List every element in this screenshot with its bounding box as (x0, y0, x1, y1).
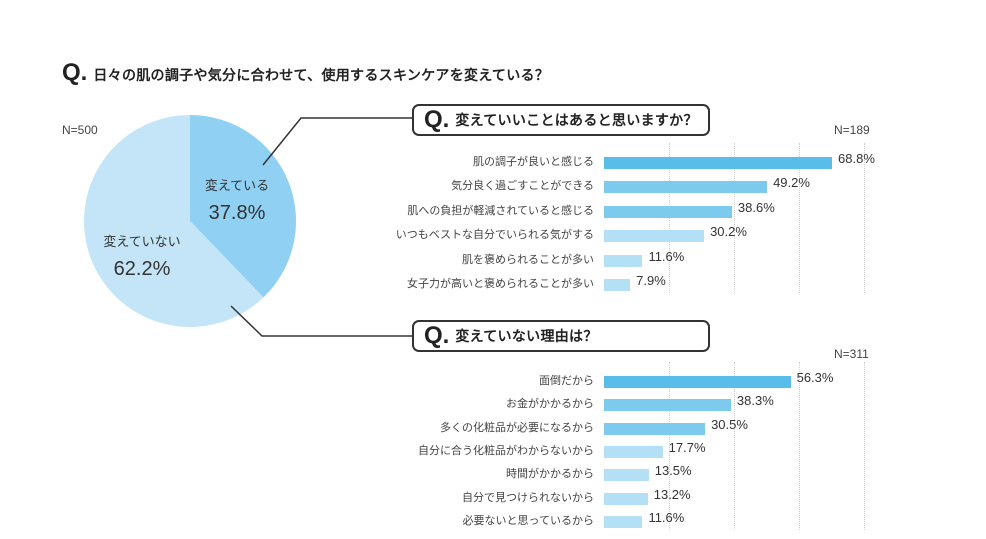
advantages-gridline (864, 143, 865, 293)
advantages-category-label: 肌への負担が軽減されていると感じる (407, 203, 594, 217)
pie-n-label: N=500 (62, 123, 98, 137)
connector-line-not-changing (230, 305, 412, 337)
reasons-category-label: 時間がかかるから (506, 467, 594, 481)
reasons-bar (604, 445, 663, 458)
advantages-row: 肌への負担が軽減されていると感じる 38.6% (407, 199, 904, 222)
sub-question-1-n-label: N=189 (834, 123, 870, 137)
reasons-category-label: 自分に合う化粧品がわからないから (418, 443, 594, 457)
main-question-text: 日々の肌の調子や気分に合わせて、使用するスキンケアを変えている？ (93, 68, 550, 84)
reasons-bar (604, 515, 643, 528)
reasons-row: 必要ないと思っているから 11.6% (463, 509, 904, 532)
pie-label-changing: 変えている (205, 178, 269, 194)
advantages-gridline (799, 143, 800, 293)
advantages-gridline (734, 143, 735, 293)
advantages-category-label: 気分良く過ごすことができる (451, 179, 594, 193)
advantages-value-label: 7.9% (636, 273, 666, 288)
reasons-value-label: 17.7% (668, 439, 706, 455)
reasons-category-label: 必要ないと思っているから (462, 513, 594, 527)
pie-slice-changing (190, 115, 296, 298)
advantages-category-label: 女子力が高いと褒められることが多い (407, 277, 594, 290)
reasons-value-label: 11.6% (648, 509, 685, 525)
advantages-value-label: 38.6% (737, 199, 775, 215)
advantages-value-label: 11.6% (648, 248, 685, 264)
reasons-bar (604, 469, 649, 482)
advantages-row: 肌の調子が良いと感じる 68.8% (473, 151, 904, 173)
advantages-category-label: 肌を褒められることが多い (462, 252, 594, 266)
pie-value-changing: 37.8% (209, 202, 266, 224)
advantages-value-label: 30.2% (710, 224, 747, 240)
reasons-row: 面倒だから 56.3% (539, 370, 904, 392)
reasons-value-label: 13.2% (653, 486, 691, 502)
advantages-category-label: 肌の調子が良いと感じる (473, 155, 594, 168)
reasons-value-label: 13.5% (654, 463, 692, 479)
pie-value-not-changing: 62.2% (114, 258, 171, 280)
reasons-row: 時間がかかるから 13.5% (506, 463, 904, 485)
sub-question-2-q-mark: Q. (424, 322, 450, 349)
advantages-value-label: 68.8% (838, 151, 875, 166)
advantages-category-label: いつもベストな自分でいられる気がする (395, 228, 594, 242)
reasons-value-label: 56.3% (796, 370, 834, 385)
main-question-q-mark: Q. (62, 59, 88, 86)
reasons-category-label: お金がかかるから (506, 397, 594, 411)
reasons-row: 自分に合う化粧品がわからないから 17.7% (418, 439, 904, 462)
reasons-category-label: 自分で見つけられないから (462, 490, 594, 504)
reasons-value-label: 30.5% (711, 416, 748, 432)
sub-question-2-text: 変えていない理由は？ (455, 329, 598, 345)
sub-question-1-q-mark: Q. (424, 106, 450, 133)
pie-label-not-changing: 変えていない (103, 234, 180, 250)
advantages-bar (604, 181, 768, 194)
pie-slice-not-changing (83, 115, 264, 327)
reasons-bar (604, 422, 706, 435)
advantages-row: 気分良く過ごすことができる 49.2% (451, 175, 904, 197)
advantages-bar (604, 205, 732, 218)
sub-question-1-text: 変えていいことはあると思いますか？ (455, 113, 698, 129)
reasons-row: 多くの化粧品が必要になるから 30.5% (440, 416, 904, 439)
advantages-bar (604, 279, 631, 291)
reasons-category-label: 面倒だから (539, 374, 594, 387)
reasons-bar (604, 492, 648, 505)
reasons-row: お金がかかるから 38.3% (506, 393, 904, 415)
reasons-gridline (669, 362, 670, 530)
reasons-row: 自分で見つけられないから 13.2% (462, 486, 904, 509)
advantages-row: いつもベストな自分でいられる気がする 30.2% (396, 224, 904, 246)
reasons-gridline (799, 362, 800, 530)
advantages-gridline (669, 143, 670, 293)
reasons-gridline (734, 362, 735, 530)
reasons-bar (604, 399, 731, 412)
advantages-row: 肌を褒められることが多い 11.6% (462, 248, 904, 271)
connector-line-changing (262, 117, 412, 166)
reasons-value-label: 38.3% (736, 393, 774, 409)
advantages-bar (604, 230, 705, 243)
sub-question-1-box: Q. 変えていいことはあると思いますか？ (412, 104, 710, 136)
reasons-gridline (864, 362, 865, 530)
advantages-row: 女子力が高いと褒められることが多い 7.9% (407, 273, 904, 295)
sub-question-2-n-label: N=311 (834, 347, 869, 361)
main-question: Q. 日々の肌の調子や気分に合わせて、使用するスキンケアを変えている？ (62, 59, 549, 87)
reasons-bar (604, 376, 791, 388)
advantages-bar (604, 254, 643, 267)
advantages-bar (604, 157, 833, 169)
advantages-value-label: 49.2% (773, 175, 810, 191)
reasons-category-label: 多くの化粧品が必要になるから (440, 420, 594, 434)
sub-question-2-box: Q. 変えていない理由は？ (412, 320, 710, 352)
